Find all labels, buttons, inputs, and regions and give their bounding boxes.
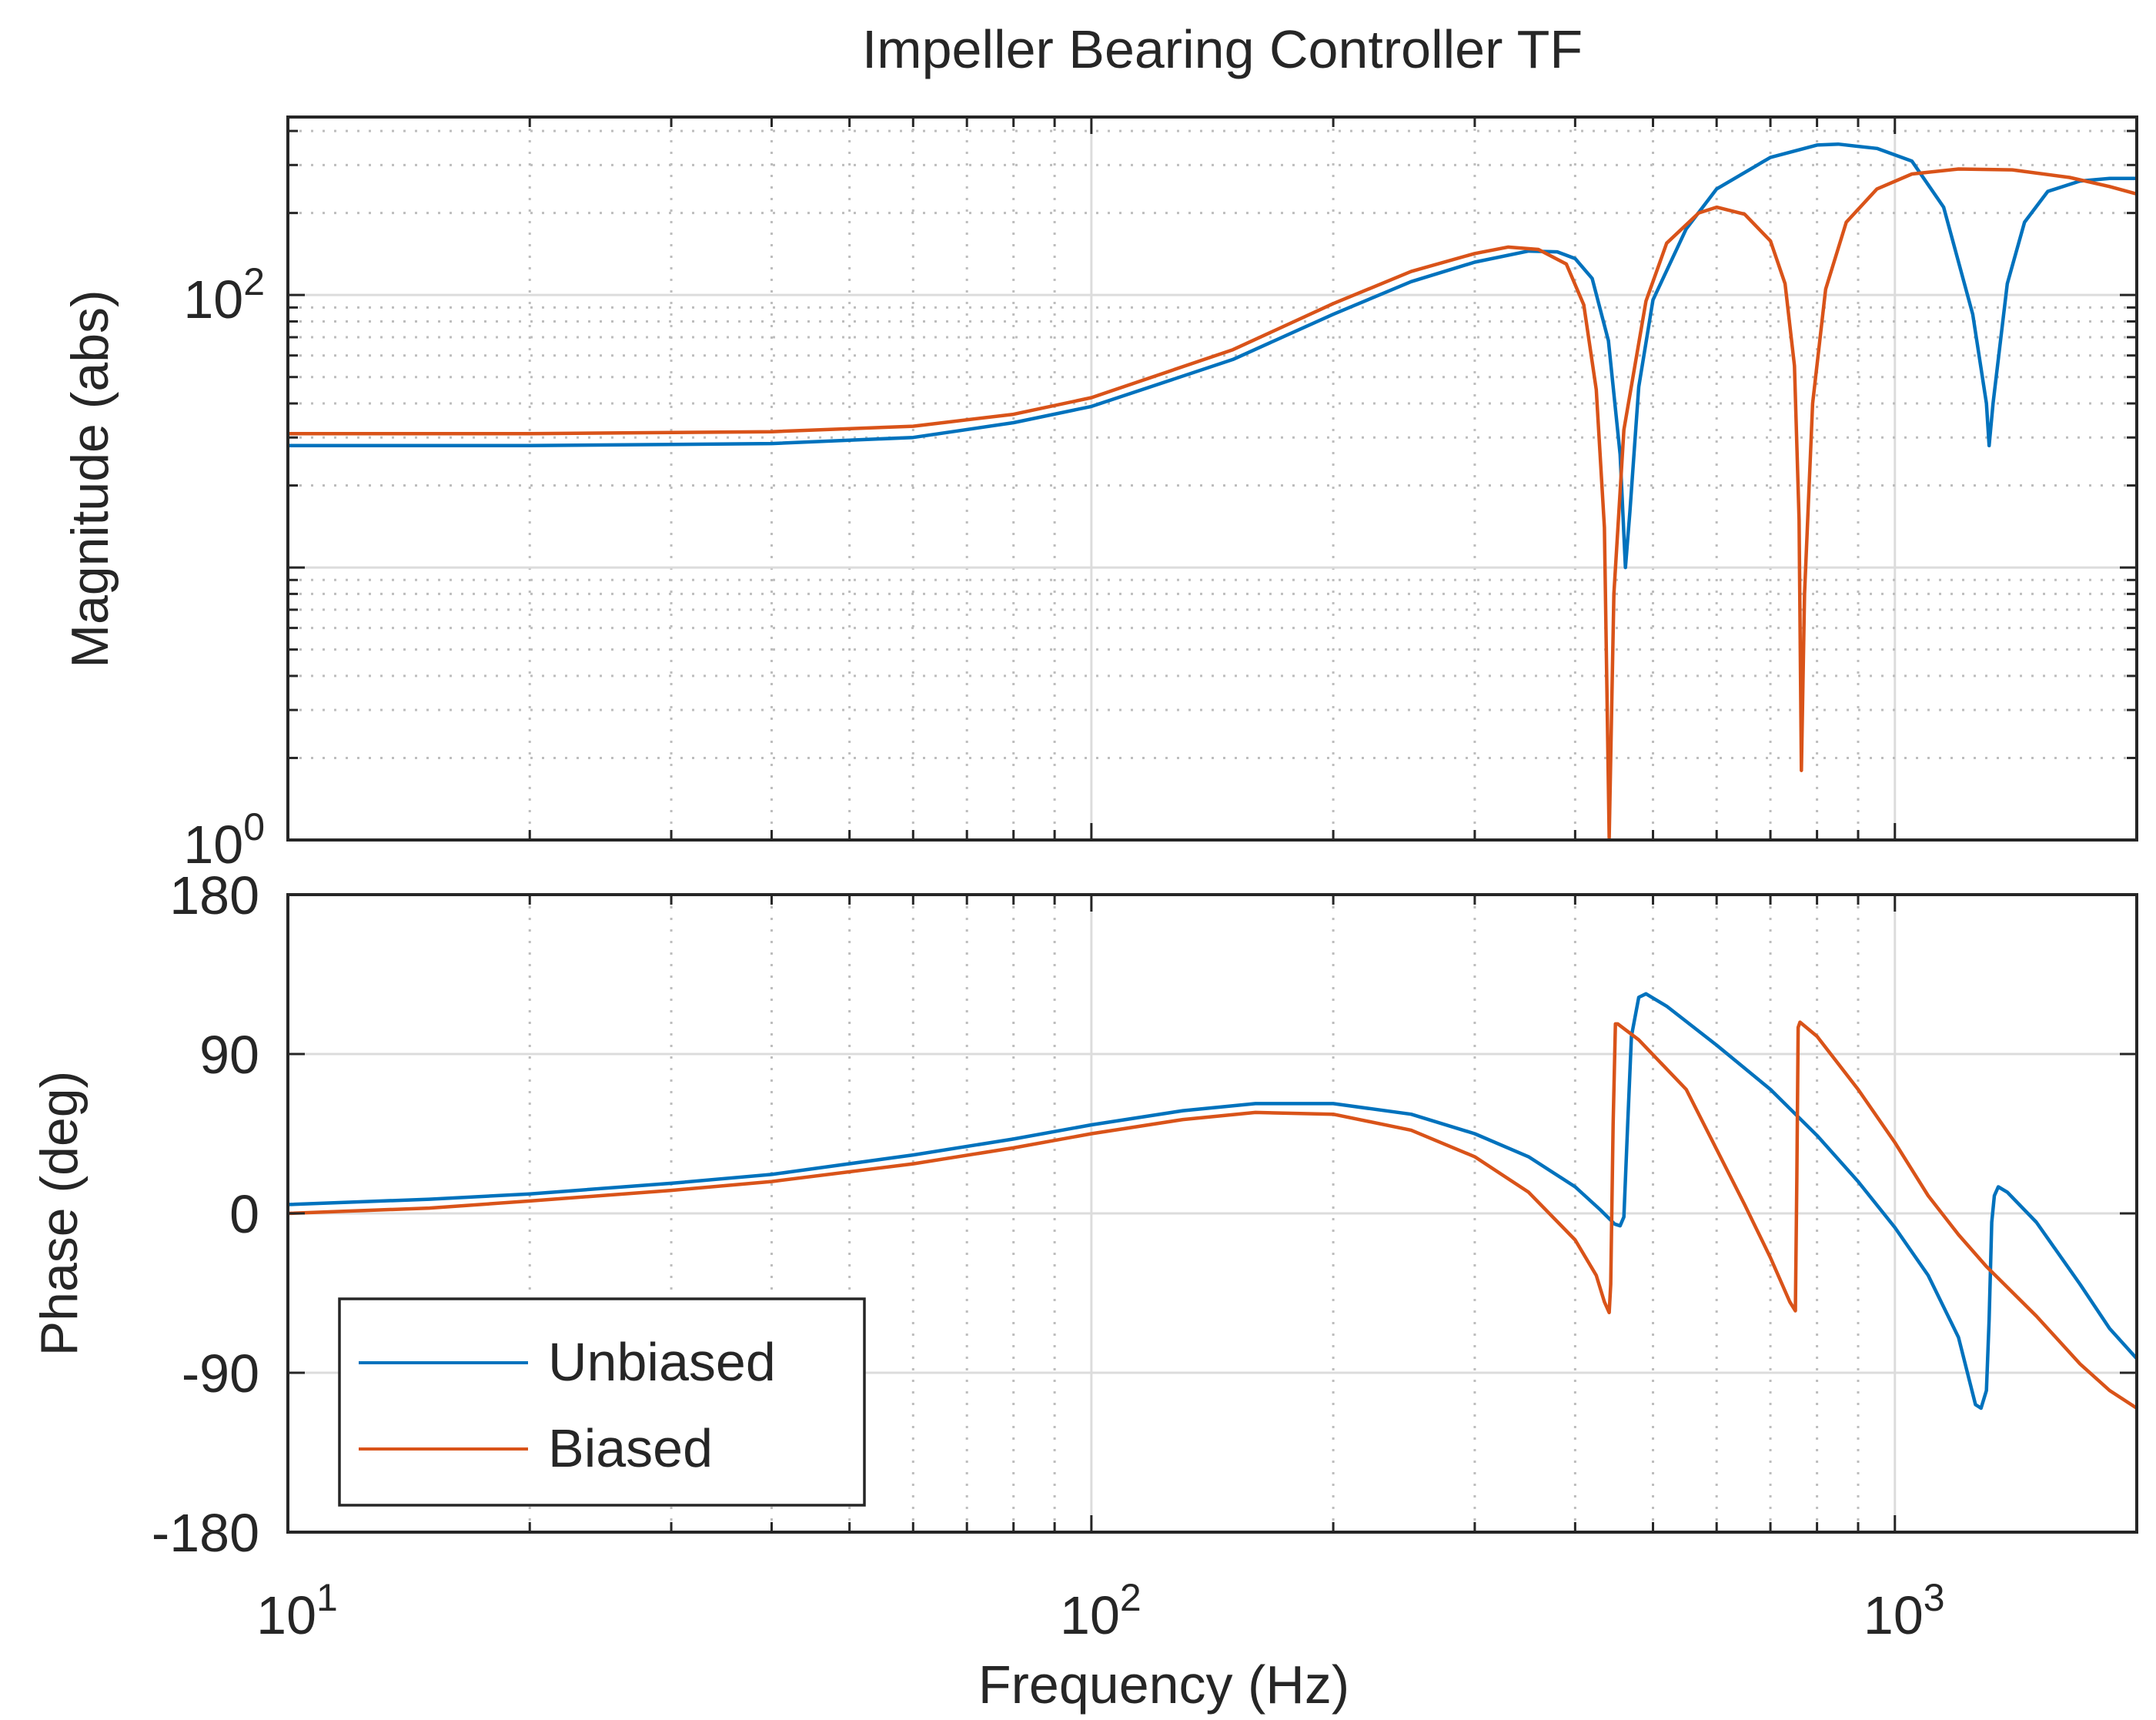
legend-label-unbiased: Unbiased <box>548 1332 776 1392</box>
phase-axes-box <box>286 893 2138 1534</box>
legend-box <box>338 1297 866 1507</box>
phase-lines <box>287 992 2138 1410</box>
chart-title: Impeller Bearing Controller TF <box>862 19 1583 79</box>
phase-y-tick-label: 180 <box>169 865 259 925</box>
phase-y-tick-label: 0 <box>229 1184 259 1244</box>
magnitude-y-tick-labels: 100 102 <box>183 260 265 875</box>
magnitude-y-tick-label: 102 <box>183 260 265 330</box>
phase-y-tick-label: -180 <box>152 1503 259 1563</box>
phase-y-tick-label: -90 <box>182 1344 259 1404</box>
magnitude-y-axis-label: Magnitude (abs) <box>61 289 119 668</box>
magnitude-lines <box>288 142 2138 840</box>
x-tick-label: 102 <box>1060 1576 1142 1645</box>
magnitude-y-tick-label: 100 <box>183 805 265 875</box>
magnitude-line-unbiased <box>288 142 2137 570</box>
magnitude-line-biased <box>288 167 2138 840</box>
magnitude-plot: 100 102 Magnitude (abs) <box>61 115 2138 875</box>
phase-y-axis-label: Phase (deg) <box>30 1071 89 1356</box>
magnitude-grid <box>288 117 2138 840</box>
phase-line-biased <box>287 1020 2138 1410</box>
magnitude-ticks <box>286 117 2138 840</box>
x-axis-label: Frequency (Hz) <box>978 1655 1349 1715</box>
x-tick-label: 103 <box>1864 1576 1945 1645</box>
phase-y-tick-labels: 180 90 0 -90 -180 <box>152 865 259 1563</box>
phase-line-unbiased <box>287 992 2138 1410</box>
legend: Unbiased Biased <box>338 1297 866 1507</box>
phase-y-tick-label: 90 <box>199 1025 259 1085</box>
x-tick-label: 101 <box>256 1576 338 1645</box>
x-tick-labels: 101 102 103 <box>256 1576 1944 1645</box>
phase-grid <box>288 895 2138 1532</box>
magnitude-axes-box <box>286 115 2138 842</box>
legend-label-biased: Biased <box>548 1418 713 1478</box>
magnitude-plot-area <box>288 117 2137 840</box>
phase-plot: 180 90 0 -90 -180 Phase (deg) Unbiased Biase… <box>30 865 2138 1563</box>
